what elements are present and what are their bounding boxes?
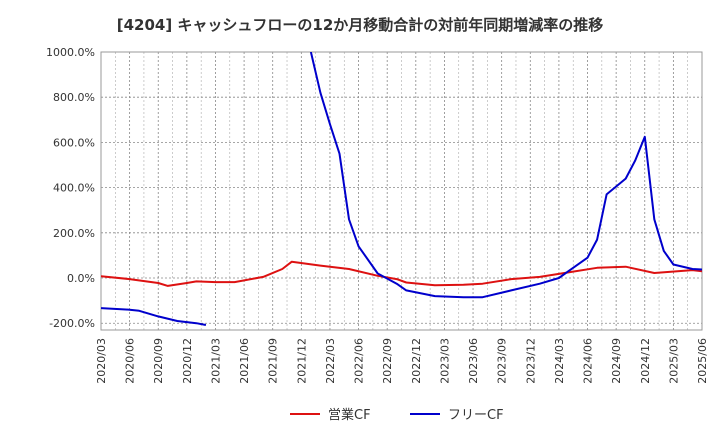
series [101,52,702,326]
x-tick-label: 2023/09 [496,338,509,384]
x-tick-label: 2022/06 [353,338,366,384]
plot-frame [100,51,703,331]
x-tick-label: 2023/12 [524,338,537,384]
x-tick-label: 2023/06 [467,338,480,384]
x-tick-label: 2024/03 [553,338,566,384]
x-tick-label: 2020/09 [152,338,165,384]
x-tick-label: 2024/12 [639,338,652,384]
legend-label: フリーCF [448,408,504,423]
chart-title: [4204] キャッシュフローの12か月移動合計の対前年同期増減率の推移 [116,16,604,34]
series-line-operating-cf [101,260,702,287]
x-tick-label: 2021/06 [238,338,251,384]
x-tick-label: 2024/09 [610,338,623,384]
series-line-free-cf [101,307,207,326]
x-tick-label: 2022/09 [381,338,394,384]
series-line-free-cf [309,52,702,299]
x-tick-label: 2021/12 [295,338,308,384]
x-tick-label: 2020/03 [95,338,108,384]
x-tick-label: 2025/03 [667,338,680,384]
y-tick-label: 400.0% [53,182,95,195]
y-axis-ticks: 1000.0% 800.0% 600.0% 400.0% 200.0% 0.0% -200.… [46,46,95,330]
x-tick-label: 2023/03 [438,338,451,384]
legend: 営業CF フリーCF [290,407,504,423]
x-tick-label: 2020/12 [181,338,194,384]
x-tick-label: 2025/06 [696,338,709,384]
x-tick-label: 2021/09 [267,338,280,384]
legend-label: 営業CF [328,407,371,423]
x-axis-ticks: 2020/03 2020/06 2020/09 2020/12 2021/03 2021/… [95,338,709,384]
x-tick-label: 2024/06 [582,338,595,384]
y-tick-label: -200.0% [49,317,95,330]
y-tick-label: 1000.0% [46,46,95,59]
y-tick-label: 600.0% [53,136,95,149]
x-tick-label: 2020/06 [124,338,137,384]
y-tick-label: 0.0% [67,272,95,285]
x-tick-label: 2022/12 [410,338,423,384]
x-tick-label: 2022/03 [324,338,337,384]
y-tick-label: 200.0% [53,227,95,240]
x-tick-label: 2021/03 [209,338,222,384]
y-tick-label: 800.0% [53,91,95,104]
